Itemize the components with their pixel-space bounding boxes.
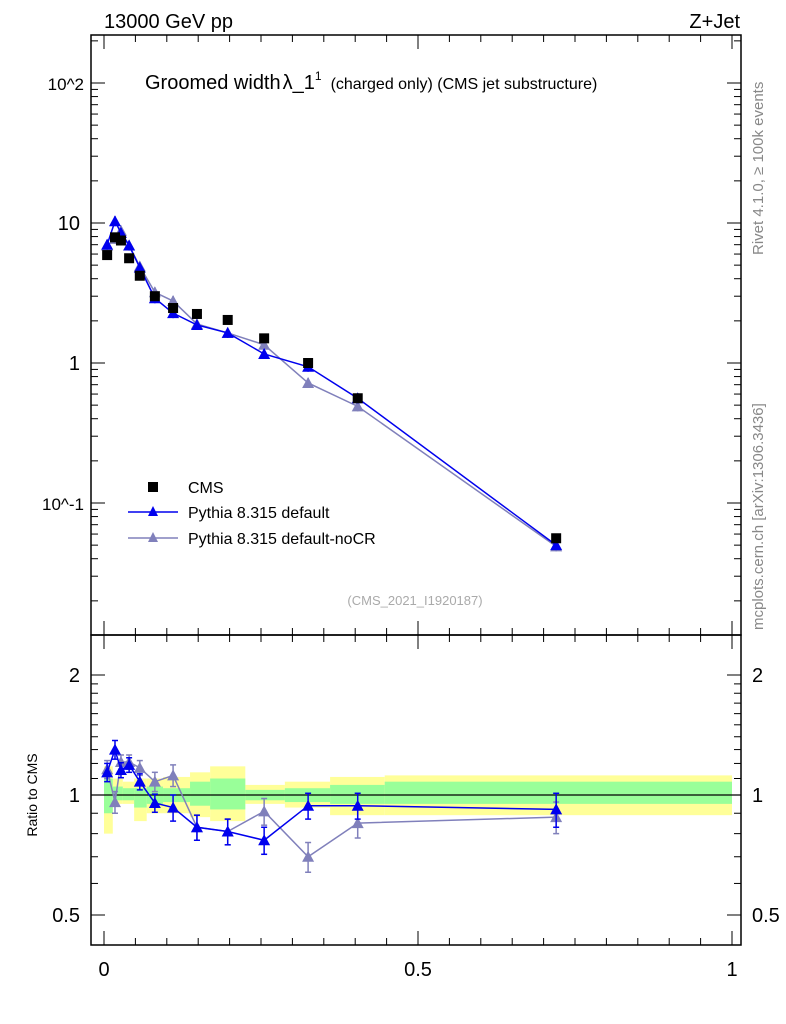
stat-band-bin <box>190 781 211 806</box>
mcplots-label: mcplots.cern.ch [arXiv:1306.3436] <box>750 403 767 630</box>
legend-default-marker <box>148 506 158 516</box>
ratio-point-default <box>101 766 114 778</box>
ratio-point-default <box>221 825 234 837</box>
ratio-y-tick-label-right: 0.5 <box>752 905 780 927</box>
ratio-plot-frame <box>90 634 742 946</box>
main-point-nocr <box>258 338 271 350</box>
main-point-cms <box>551 533 562 544</box>
main-point-nocr <box>302 376 315 388</box>
main-point-cms <box>222 314 233 325</box>
ratio-point-default <box>123 758 136 770</box>
legend: CMS Pythia 8.315 default Pythia 8.315 de… <box>128 480 376 548</box>
ratio-point-default <box>351 799 364 811</box>
ratio-point-nocr <box>258 805 271 817</box>
ratio-point-default <box>302 799 315 811</box>
ratio-uncertainty-bands <box>91 766 741 834</box>
ratio-point-nocr <box>108 796 121 808</box>
main-point-cms <box>109 232 120 243</box>
main-point-nocr <box>351 400 364 412</box>
ratio-point-nocr <box>114 755 127 767</box>
ratio-y-tick-label-right: 2 <box>752 665 763 687</box>
x-tick-label: 0.5 <box>404 959 432 981</box>
title-sup: 1 <box>315 69 322 83</box>
ratio-y-tick-label-left: 0.5 <box>52 905 80 927</box>
ratio-y-tick-label-left: 2 <box>69 665 80 687</box>
main-point-cms <box>303 358 314 368</box>
rivet-label: Rivet 4.1.0, ≥ 100k events <box>750 82 767 255</box>
header-right: Z+Jet <box>689 11 740 33</box>
ratio-point-nocr <box>351 817 364 829</box>
main-line-nocr <box>106 229 557 547</box>
ratio-point-nocr <box>167 769 180 781</box>
analysis-watermark: (CMS_2021_I1920187) <box>347 593 482 608</box>
main-point-default <box>258 347 271 359</box>
main-point-cms <box>124 253 135 264</box>
axis-ticks: 2 2 1 1 0.5 0.5 0 0.5 1 <box>52 35 780 981</box>
main-point-cms <box>259 333 270 344</box>
ratio-y-tick-label-right: 1 <box>752 785 763 807</box>
title-suffix: (charged only) (CMS jet substructure) <box>331 76 598 93</box>
ratio-point-nocr <box>148 775 161 787</box>
main-y-tick-label-100: 10^2 <box>48 75 84 94</box>
ratio-point-nocr <box>133 761 146 773</box>
plot-title: Groomed width λ_11 (charged only) (CMS jet… <box>145 69 597 94</box>
ratio-point-default <box>114 764 127 776</box>
chart-marks <box>101 215 563 874</box>
main-point-default <box>101 238 114 250</box>
title-main: Groomed width <box>145 72 281 94</box>
main-point-cms <box>168 303 179 314</box>
main-point-default <box>550 539 563 551</box>
ratio-point-default <box>133 775 146 787</box>
x-tick-label: 1 <box>726 959 737 981</box>
main-point-cms <box>115 235 126 246</box>
main-point-cms <box>191 308 202 319</box>
legend-nocr-marker <box>148 532 158 542</box>
main-point-default <box>221 326 234 338</box>
ratio-point-default <box>108 743 121 755</box>
main-point-default <box>190 318 203 330</box>
main-line-default <box>106 219 557 546</box>
ratio-point-default <box>190 821 203 833</box>
x-tick-label: 0 <box>98 959 109 981</box>
main-point-default <box>133 261 146 273</box>
stat-band-bin <box>122 788 135 801</box>
main-point-cms <box>149 291 160 302</box>
title-symbol: λ_1 <box>283 72 315 94</box>
main-point-cms <box>134 270 145 281</box>
main-y-tick-label-10: 10 <box>58 213 80 235</box>
ratio-point-nocr <box>302 850 315 862</box>
legend-cms-label: CMS <box>188 480 224 497</box>
legend-cms-marker <box>148 482 158 492</box>
main-point-cms <box>102 250 113 261</box>
ratio-y-label: Ratio to CMS <box>24 753 40 836</box>
stat-band-bin <box>104 778 113 814</box>
main-point-default <box>123 239 136 251</box>
stat-band-bin <box>210 778 246 810</box>
ratio-point-default <box>167 801 180 813</box>
ratio-point-default <box>258 834 271 846</box>
ratio-point-default <box>550 803 563 815</box>
legend-nocr-label: Pythia 8.315 default-noCR <box>188 531 376 548</box>
main-point-cms <box>352 393 363 404</box>
stat-band-bin <box>112 786 123 801</box>
ratio-point-default <box>148 796 161 808</box>
main-point-default <box>108 215 121 227</box>
ratio-y-tick-label-left: 1 <box>69 785 80 807</box>
main-y-tick-label-1: 1 <box>69 353 80 375</box>
stat-band-bin <box>134 788 147 808</box>
legend-default-label: Pythia 8.315 default <box>188 505 330 522</box>
header-left: 13000 GeV pp <box>104 11 233 33</box>
main-y-tick-label-0-1: 10^-1 <box>42 495 84 514</box>
